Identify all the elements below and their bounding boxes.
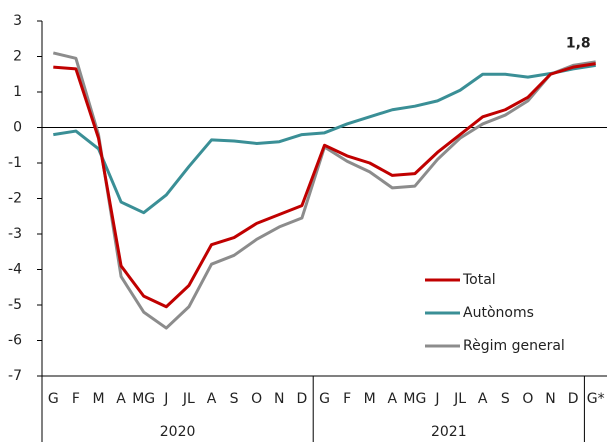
x-tick-label: J <box>163 391 168 407</box>
x-tick-label: N <box>545 391 555 407</box>
y-tick-label: 0 <box>13 120 22 136</box>
x-tick-label: A <box>116 391 126 407</box>
x-tick-label: MG <box>132 391 155 407</box>
y-tick-label: 1 <box>13 84 22 100</box>
x-tick-label: M <box>364 391 376 407</box>
x-tick-label: S <box>501 391 510 407</box>
x-tick-label: S <box>230 391 239 407</box>
y-tick-label: 2 <box>13 49 22 65</box>
group-label: 2021 <box>431 424 467 440</box>
y-tick-label: -5 <box>8 297 22 313</box>
x-tick-label: A <box>478 391 488 407</box>
x-tick-label: D <box>568 391 579 407</box>
y-tick-label: -1 <box>8 155 22 171</box>
y-tick-label: -3 <box>8 226 22 242</box>
x-tick-label: JL <box>182 391 195 407</box>
value-label: 1,8 <box>566 36 591 52</box>
x-tick-label: N <box>274 391 284 407</box>
y-tick-label: -7 <box>8 368 22 384</box>
legend-label: Règim general <box>463 338 565 354</box>
group-label: 2020 <box>160 424 196 440</box>
x-tick-label: A <box>388 391 398 407</box>
x-tick-label: F <box>72 391 80 407</box>
legend-label: Total <box>462 272 496 288</box>
y-tick-label: 3 <box>13 13 22 29</box>
x-tick-label: M <box>92 391 104 407</box>
x-tick-label: JL <box>453 391 466 407</box>
y-tick-label: -4 <box>8 262 22 278</box>
x-tick-label: G* <box>587 391 605 407</box>
y-tick-label: -6 <box>8 333 22 349</box>
line <box>53 62 596 309</box>
x-tick-label: F <box>343 391 351 407</box>
x-tick-label: G <box>319 391 330 407</box>
y-tick-label: -2 <box>8 191 22 207</box>
line <box>52 51 596 330</box>
line <box>53 63 596 215</box>
x-tick-label: A <box>207 391 217 407</box>
x-tick-label: G <box>48 391 59 407</box>
x-tick-label: D <box>297 391 308 407</box>
legend-label: Autònoms <box>463 305 534 321</box>
x-tick-label: O <box>522 391 533 407</box>
x-tick-label: J <box>434 391 439 407</box>
x-tick-label: O <box>251 391 262 407</box>
x-tick-label: MG <box>403 391 426 407</box>
